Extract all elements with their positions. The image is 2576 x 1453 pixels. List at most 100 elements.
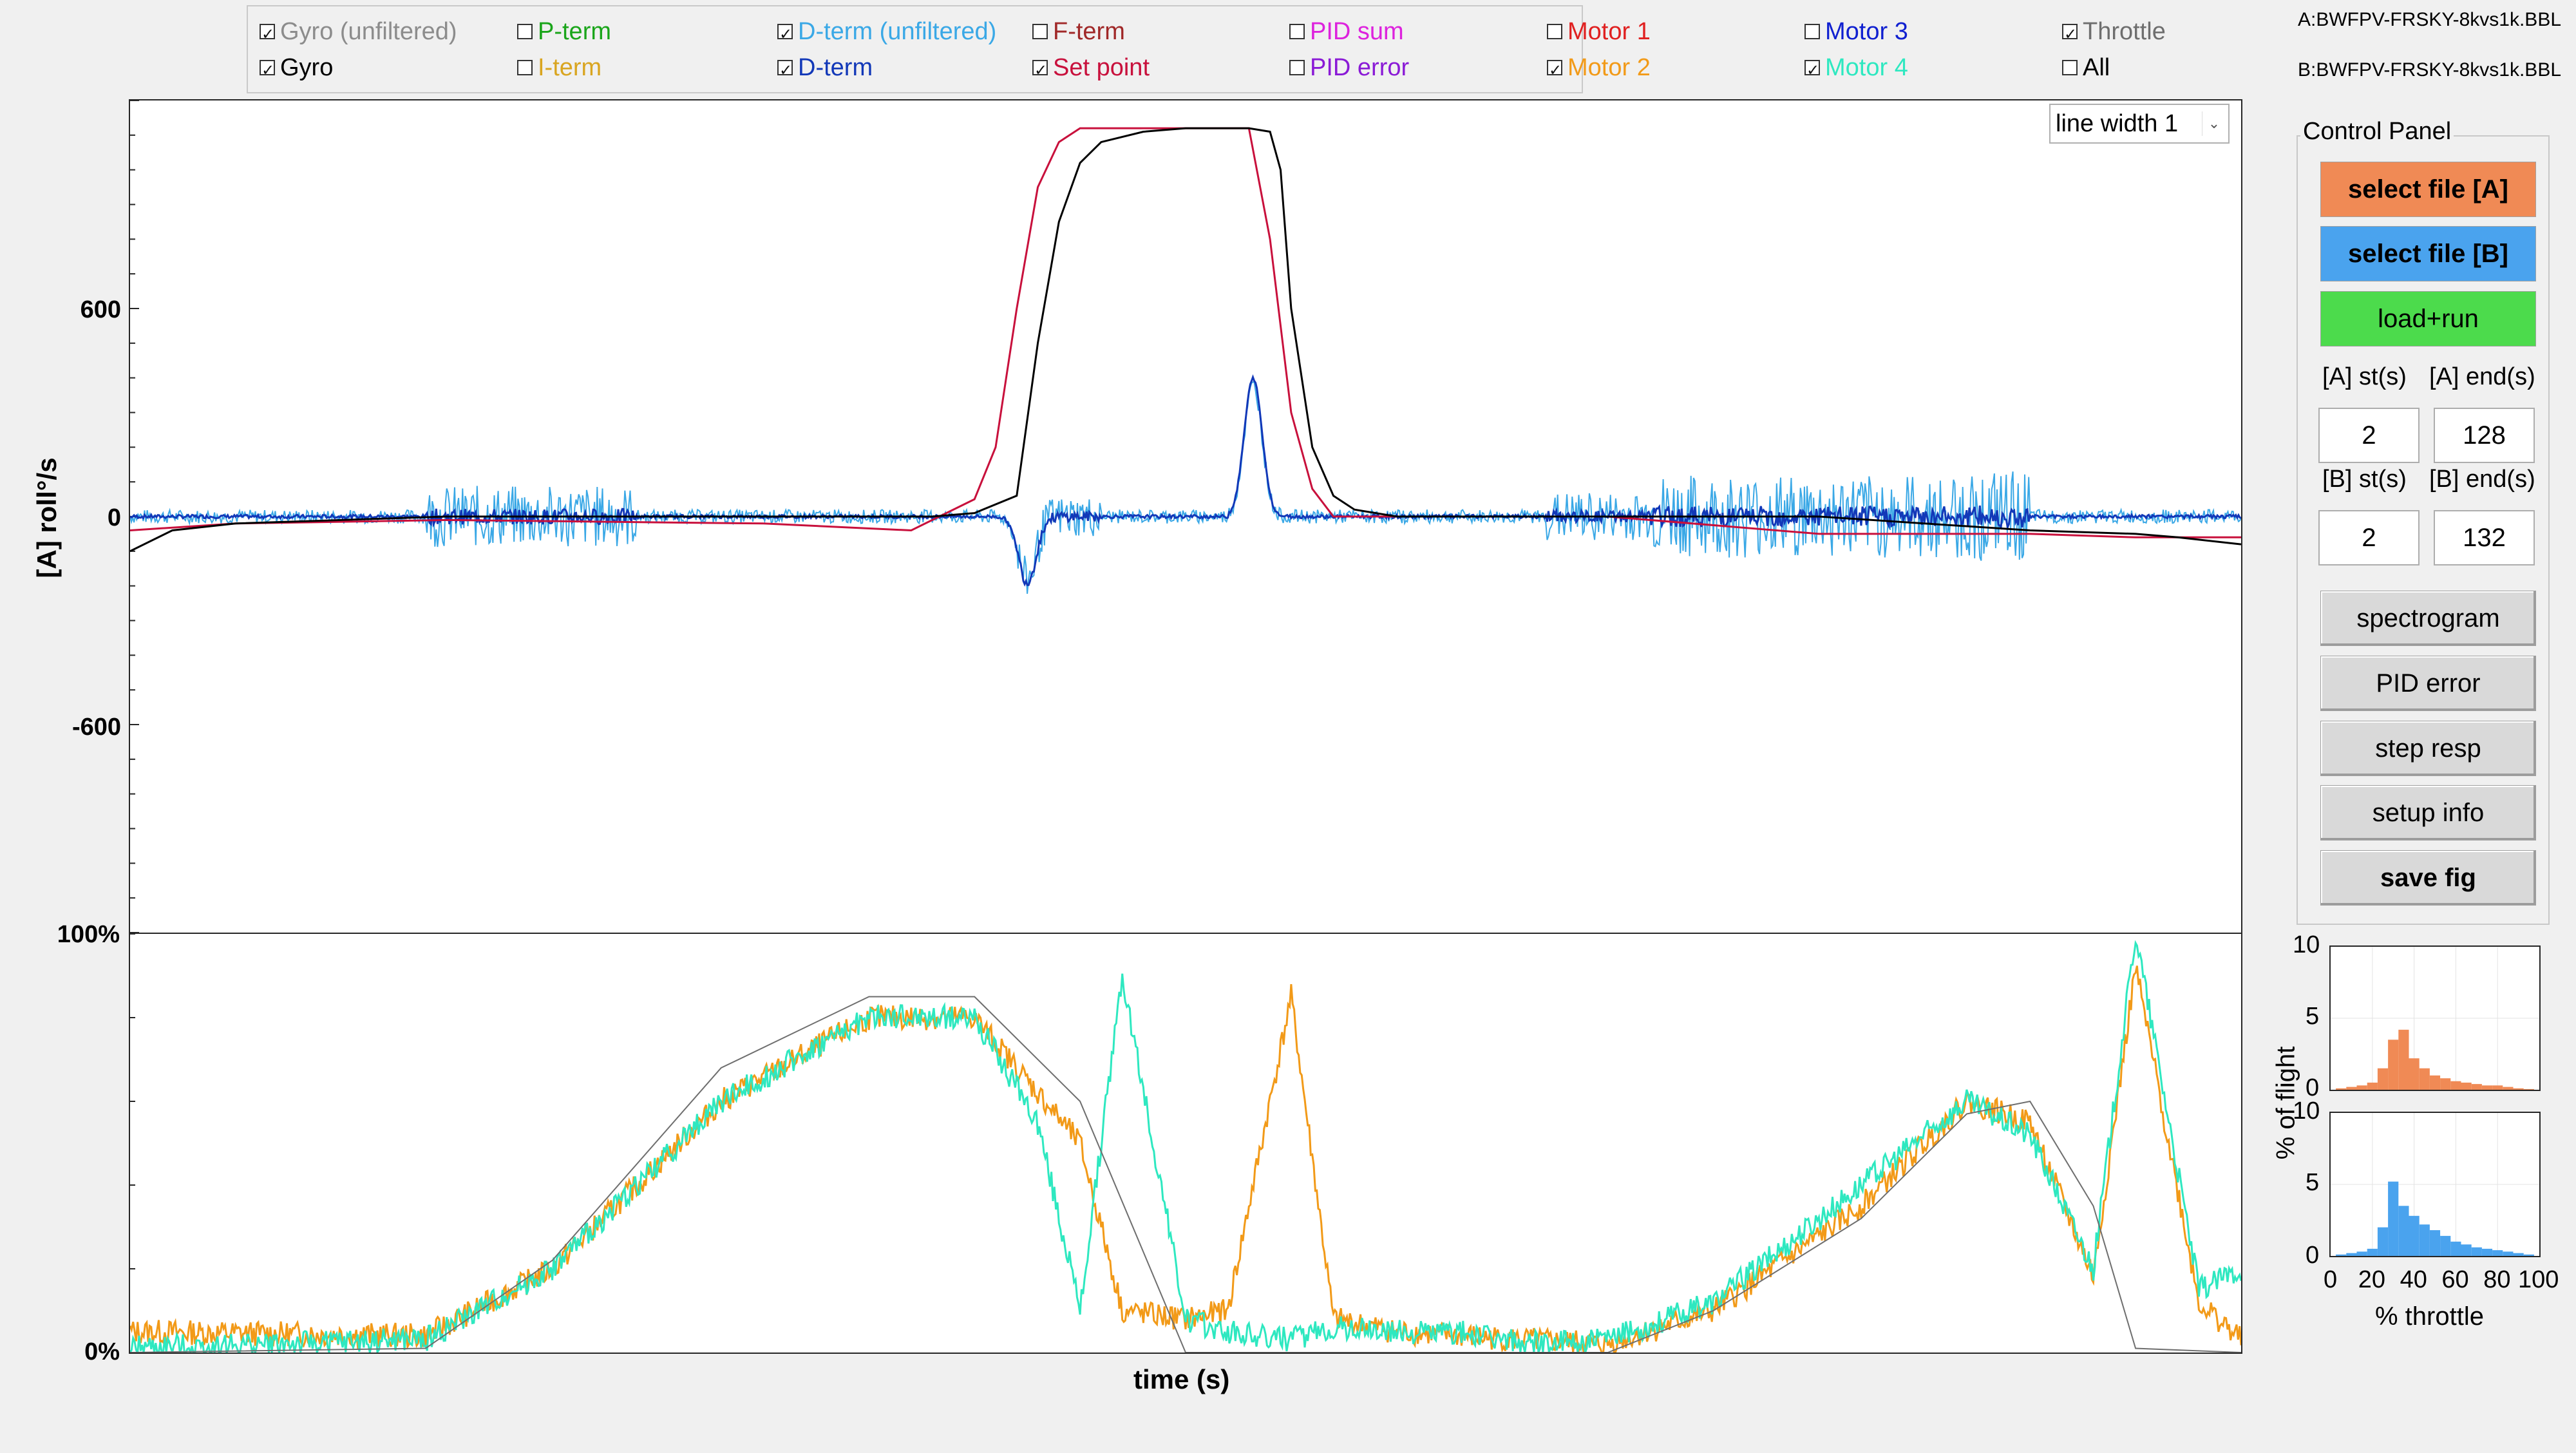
chevron-down-icon[interactable]: ⌄ [2202, 111, 2226, 136]
legend-checkbox-dterm[interactable]: D-term [777, 53, 873, 85]
checkbox-icon[interactable] [260, 55, 275, 85]
hist-b-ytick-0: 0 [2306, 1242, 2320, 1269]
legend-checkbox-setpoint[interactable]: Set point [1032, 53, 1150, 85]
setup-info-button[interactable]: setup info [2320, 785, 2536, 840]
hist-a-ytick-10: 10 [2293, 931, 2320, 958]
histogram-bar [2503, 1251, 2514, 1256]
histogram-bar [2471, 1247, 2482, 1256]
histogram-bar [2429, 1075, 2441, 1090]
legend-label: I-term [538, 54, 602, 81]
legend-checkbox-motor3[interactable]: Motor 3 [1804, 17, 1908, 46]
checkbox-icon[interactable] [1804, 24, 1820, 39]
hist-y-axis-label: % of flight [2271, 1046, 2300, 1160]
histogram-bar [2336, 1254, 2347, 1256]
histogram-bar [2503, 1087, 2514, 1090]
legend-checkbox-iterm[interactable]: I-term [517, 53, 601, 82]
histogram-bar [2481, 1085, 2493, 1090]
legend-label: Motor 3 [1825, 18, 1908, 45]
legend-checkbox-motor1[interactable]: Motor 1 [1547, 17, 1651, 46]
legend-checkbox-piderr[interactable]: PID error [1289, 53, 1409, 82]
checkbox-icon[interactable] [1804, 55, 1820, 85]
pid-error-button[interactable]: PID error [2320, 656, 2536, 711]
y-tick-neg600: -600 [71, 714, 121, 741]
histogram-bar [2409, 1058, 2420, 1090]
histogram-bar [2492, 1250, 2503, 1256]
legend-checkbox-gyro[interactable]: Gyro [260, 53, 333, 85]
a-end-input[interactable]: 128 [2434, 408, 2535, 463]
checkbox-icon[interactable] [1289, 24, 1305, 39]
legend-checkbox-motor4[interactable]: Motor 4 [1804, 53, 1908, 85]
file-b-name: B:BWFPV-FRSKY-8kvs1k.BBL [2298, 59, 2562, 81]
checkbox-icon[interactable] [1032, 55, 1048, 85]
checkbox-icon[interactable] [1289, 60, 1305, 75]
step-resp-button[interactable]: step resp [2320, 721, 2536, 776]
throttle-histogram-b [2329, 1112, 2541, 1257]
legend-checkbox-motor2[interactable]: Motor 2 [1547, 53, 1651, 85]
checkbox-icon[interactable] [777, 55, 793, 85]
histogram-bar [2356, 1085, 2367, 1090]
throttle-line [130, 996, 2241, 1353]
a-end-label: [A] end(s) [2429, 363, 2535, 390]
legend-checkbox-gyro_unf[interactable]: Gyro (unfiltered) [260, 17, 457, 49]
a-start-input[interactable]: 2 [2318, 408, 2420, 463]
histogram-bar [2388, 1181, 2399, 1256]
select-file-a-button[interactable]: select file [A] [2320, 162, 2536, 217]
motor-4-line [130, 940, 2241, 1353]
checkbox-icon[interactable] [2062, 19, 2078, 49]
histogram-bar [2429, 1230, 2441, 1256]
save-fig-button[interactable]: save fig [2320, 850, 2536, 906]
histogram-bar [2471, 1084, 2482, 1090]
b-start-input[interactable]: 2 [2318, 510, 2420, 565]
hist-b-ytick-10: 10 [2293, 1097, 2320, 1125]
b-end-input[interactable]: 132 [2434, 510, 2535, 565]
b-start-label: [B] st(s) [2322, 466, 2407, 493]
hist-x-tick: 0 [2324, 1266, 2338, 1293]
legend-label: Gyro (unfiltered) [280, 18, 457, 45]
histogram-bar [2523, 1254, 2534, 1256]
load-run-button[interactable]: load+run [2320, 291, 2536, 347]
histogram-bar [2461, 1244, 2472, 1256]
hist-x-tick: 20 [2358, 1266, 2386, 1293]
hist-a-ytick-5: 5 [2306, 1003, 2320, 1030]
legend-label: Motor 2 [1567, 54, 1651, 81]
dterm-unfiltered-line [130, 381, 2241, 594]
histogram-bar [2492, 1085, 2503, 1090]
checkbox-icon[interactable] [777, 19, 793, 49]
histogram-b-svg [2331, 1113, 2539, 1256]
checkbox-icon[interactable] [517, 60, 533, 75]
legend-label: P-term [538, 18, 611, 45]
checkbox-icon[interactable] [2062, 60, 2078, 75]
legend-checkbox-all[interactable]: All [2062, 53, 2110, 82]
histogram-bar [2346, 1087, 2357, 1090]
y-tick-0: 0 [107, 504, 121, 531]
legend-checkbox-throttle[interactable]: Throttle [2062, 17, 2166, 49]
checkbox-icon[interactable] [1032, 24, 1048, 39]
legend-label: Throttle [2083, 18, 2166, 45]
dterm-line [130, 374, 2241, 587]
checkbox-icon[interactable] [1547, 24, 1562, 39]
histogram-bar [2450, 1081, 2461, 1090]
histogram-bar [2377, 1227, 2389, 1256]
histogram-bar [2356, 1251, 2367, 1256]
hist-x-tick: 40 [2400, 1266, 2427, 1293]
spectrogram-button[interactable]: spectrogram [2320, 591, 2536, 646]
main-plot [129, 99, 2242, 934]
line-width-dropdown[interactable]: line width 1 ⌄ [2049, 104, 2230, 144]
legend-checkbox-pterm[interactable]: P-term [517, 17, 611, 46]
checkbox-icon[interactable] [517, 24, 533, 39]
motor-plot-svg [130, 934, 2241, 1353]
throttle-histogram-a [2329, 945, 2541, 1091]
histogram-bar [2419, 1224, 2430, 1256]
legend-checkbox-dterm_unf[interactable]: D-term (unfiltered) [777, 17, 996, 49]
histogram-bar [2398, 1029, 2409, 1090]
legend-label: Motor 4 [1825, 54, 1908, 81]
y-tick-100pct: 100% [57, 921, 120, 948]
gyro-line [130, 127, 2241, 553]
checkbox-icon[interactable] [1547, 55, 1562, 85]
checkbox-icon[interactable] [260, 19, 275, 49]
legend-checkbox-fterm[interactable]: F-term [1032, 17, 1125, 46]
select-file-b-button[interactable]: select file [B] [2320, 226, 2536, 281]
legend-checkbox-pidsum[interactable]: PID sum [1289, 17, 1404, 46]
legend-label: PID error [1310, 54, 1410, 81]
legend-label: Motor 1 [1567, 18, 1651, 45]
